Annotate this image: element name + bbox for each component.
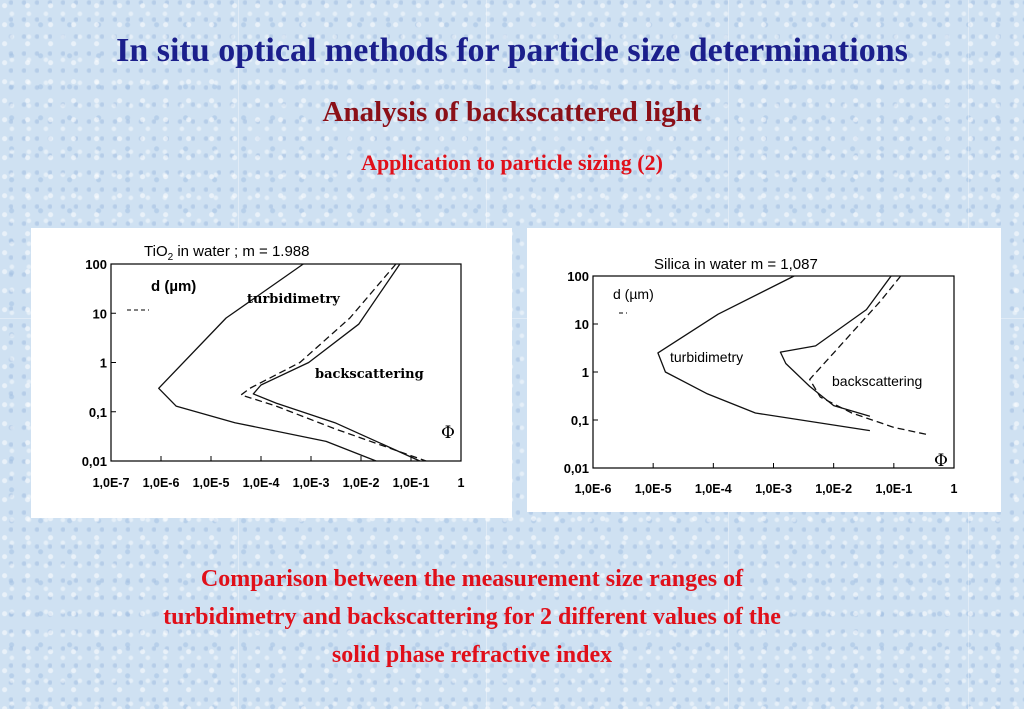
y-tick-label: 0,01 — [564, 461, 589, 476]
x-tick-label: 1,0E-4 — [243, 476, 280, 490]
annotation-turbidimetry: turbidimetry — [670, 349, 743, 365]
x-tick-label: 1 — [458, 476, 465, 490]
series-line-backscattering-solid — [779, 275, 892, 417]
series-line-turbidimetry-solid — [657, 275, 870, 432]
series-line-backscattering-solid — [252, 263, 421, 462]
slide-subtitle: Analysis of backscattered light — [322, 96, 702, 128]
caption-line: Comparison between the measurement size … — [200, 566, 744, 592]
x-tick-label: 1,0E-1 — [875, 482, 912, 496]
y-tick-label: 1 — [100, 356, 107, 371]
x-tick-label: 1,0E-2 — [815, 482, 852, 496]
chart-title-part: TiO — [144, 243, 168, 260]
y-axis-label: d (µm) — [151, 278, 196, 295]
x-tick-label: 1,0E-3 — [755, 482, 792, 496]
plot-frame — [592, 275, 955, 469]
chart-title: Silica in water m = 1,087 — [654, 256, 818, 273]
annotation-backscattering: backscattering — [832, 373, 922, 389]
chart-title: TiO2 in water ; m = 1.988 — [144, 243, 310, 263]
x-tick-label: 1,0E-1 — [393, 476, 430, 490]
x-tick-label: 1,0E-2 — [343, 476, 380, 490]
chart-title-part: in water ; m = 1.988 — [173, 243, 309, 260]
caption: Comparison between the measurement size … — [40, 560, 904, 674]
chart-panel-silica: 100 10 1 0,1 0,01 1,0E-6 1,0E-5 1,0E-4 1,0E-3 1,0… — [527, 228, 1001, 512]
y-tick-label: 100 — [85, 257, 107, 272]
x-tick-label: 1,0E-3 — [293, 476, 330, 490]
y-axis-label: d (µm) — [613, 286, 654, 302]
series-line-turbidimetry-solid — [158, 263, 377, 462]
x-tick-label: 1,0E-6 — [143, 476, 180, 490]
x-tick-label: 1,0E-7 — [93, 476, 130, 490]
silica-chart: 100 10 1 0,1 0,01 1,0E-6 1,0E-5 1,0E-4 1,0E-3 1,0… — [564, 256, 958, 496]
bg-grid-line — [0, 318, 1024, 319]
slide-title: In situ optical methods for particle siz… — [116, 32, 908, 69]
x-tick-label: 1,0E-5 — [635, 482, 672, 496]
x-axis-label: Φ — [441, 423, 455, 443]
y-tick-label: 0,01 — [82, 454, 107, 469]
chart-panel-tio2: 100 10 1 0,1 0,01 1,0E-7 1,0E-6 1,0E-5 1,0E-4 1,0… — [31, 228, 512, 518]
x-tick-label: 1,0E-5 — [193, 476, 230, 490]
series-line-backscattering-dashed — [809, 275, 927, 436]
tio2-chart: 100 10 1 0,1 0,01 1,0E-7 1,0E-6 1,0E-5 1,0E-4 1,0… — [82, 243, 465, 490]
chart-title-part: Silica in water m = 1,087 — [654, 256, 818, 273]
x-tick-label: 1,0E-4 — [695, 482, 732, 496]
y-tick-label: 100 — [567, 269, 589, 284]
series-line-backscattering-dashed — [240, 263, 427, 462]
y-tick-label: 10 — [575, 317, 589, 332]
y-tick-label: 1 — [582, 365, 589, 380]
slide-section-title: Application to particle sizing (2) — [361, 150, 663, 175]
y-tick-label: 0,1 — [571, 413, 589, 428]
y-tick-label: 0,1 — [89, 405, 107, 420]
chart-title-subscript: 2 — [168, 252, 174, 263]
annotation-backscattering: backscattering — [315, 367, 424, 382]
x-tick-label: 1,0E-6 — [575, 482, 612, 496]
x-axis-label: Φ — [934, 451, 948, 471]
x-tick-label: 1 — [951, 482, 958, 496]
y-tick-label: 10 — [93, 306, 107, 321]
caption-line: turbidimetry and backscattering for 2 di… — [163, 604, 781, 630]
caption-line: solid phase refractive index — [331, 642, 613, 668]
annotation-turbidimetry: turbidimetry — [247, 292, 340, 307]
